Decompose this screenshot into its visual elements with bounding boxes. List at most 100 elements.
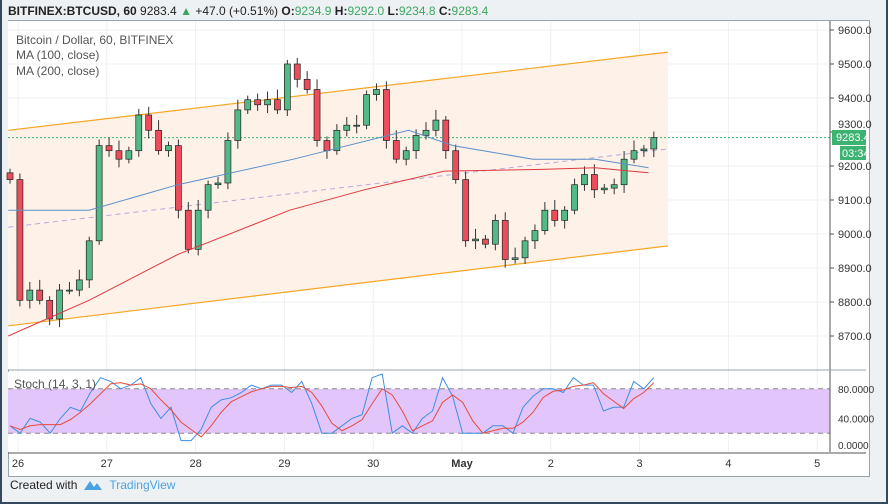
candle-body bbox=[323, 140, 331, 152]
ma200-line bbox=[8, 167, 649, 337]
x-tick-label: 5 bbox=[814, 458, 820, 470]
candle-body bbox=[600, 187, 608, 191]
candle-body bbox=[402, 150, 410, 160]
candle-body bbox=[343, 124, 351, 131]
candle-body bbox=[333, 129, 341, 152]
price-change: +47.0 (+0.51%) bbox=[195, 4, 279, 18]
candle-body bbox=[561, 209, 569, 221]
x-tick-label: May bbox=[451, 458, 473, 470]
stoch-band-fill bbox=[8, 388, 830, 434]
candle-body bbox=[303, 78, 311, 90]
countdown-text: 03:34 bbox=[842, 148, 870, 160]
symbol-name: BITFINEX:BTCUSD, 60 bbox=[8, 4, 137, 18]
ma200-legend[interactable]: MA (200, close) bbox=[16, 64, 99, 78]
candle-body bbox=[363, 94, 370, 126]
candle-body bbox=[26, 289, 34, 301]
x-tick-label: 29 bbox=[278, 458, 290, 470]
channel-lower-line bbox=[8, 245, 669, 327]
candle-body bbox=[283, 63, 291, 111]
tradingview-link[interactable]: TradingView bbox=[109, 478, 176, 492]
candle-body bbox=[501, 220, 509, 260]
candle-body bbox=[135, 114, 143, 152]
candle-body bbox=[392, 140, 400, 160]
candle-body bbox=[264, 99, 271, 106]
ma100-legend[interactable]: MA (100, close) bbox=[16, 48, 99, 62]
candle-body bbox=[620, 158, 628, 186]
up-arrow-icon: ▲ bbox=[180, 4, 192, 18]
candle-body bbox=[214, 182, 222, 186]
last-price-tag bbox=[832, 130, 866, 145]
candle-body bbox=[452, 150, 460, 180]
stoch-legend[interactable]: Stoch (14, 3, 1) bbox=[14, 377, 96, 391]
low-value: 9234.8 bbox=[398, 4, 436, 18]
candle-body bbox=[551, 209, 559, 221]
candle-body bbox=[175, 145, 182, 211]
candle-body bbox=[115, 150, 123, 160]
candle-body bbox=[85, 240, 93, 281]
open-value: 9234.9 bbox=[294, 4, 332, 18]
candle-body bbox=[610, 184, 618, 189]
x-tick-label: 2 bbox=[548, 458, 554, 470]
close-label: C: bbox=[438, 4, 452, 18]
y-tick-label: 9000.0 bbox=[838, 229, 872, 241]
close-value: 9283.4 bbox=[451, 4, 489, 18]
candle-body bbox=[630, 150, 638, 160]
y-tick-label: 9300.0 bbox=[838, 119, 872, 131]
ma100-line bbox=[8, 129, 649, 211]
high-label: H: bbox=[334, 4, 348, 18]
candle-body bbox=[293, 63, 301, 80]
candle-body bbox=[591, 174, 598, 191]
candle-body bbox=[412, 135, 420, 152]
channel-upper-line bbox=[8, 51, 669, 131]
stoch-k-line bbox=[9, 373, 655, 442]
candle-body bbox=[155, 129, 162, 152]
candle-body bbox=[184, 209, 192, 250]
x-tick-label: 28 bbox=[189, 458, 201, 470]
footer: Created with TradingView bbox=[10, 478, 175, 492]
y-tick-label: 8700.0 bbox=[838, 331, 872, 343]
candle-body bbox=[353, 124, 361, 127]
chart-title: Bitcoin / Dollar, 60, BITFINEX bbox=[16, 33, 173, 47]
y-tick-label: 9100.0 bbox=[838, 195, 872, 207]
y-tick-label: 8800.0 bbox=[838, 297, 872, 309]
candle-body bbox=[56, 289, 63, 320]
candle-body bbox=[422, 129, 430, 136]
candle-body bbox=[105, 145, 113, 152]
candle-body bbox=[6, 172, 14, 180]
candle-body bbox=[640, 148, 648, 152]
created-with-label: Created with bbox=[10, 478, 78, 492]
candle-body bbox=[16, 179, 24, 301]
high-value: 9292.0 bbox=[347, 4, 385, 18]
candle-body bbox=[254, 99, 261, 106]
countdown-tag bbox=[840, 146, 866, 160]
candle-body bbox=[165, 145, 172, 152]
candle-body bbox=[581, 174, 588, 186]
tradingview-logo-icon bbox=[84, 481, 103, 490]
x-tick-label: 27 bbox=[101, 458, 113, 470]
candle-body bbox=[313, 89, 321, 141]
candle-body bbox=[224, 140, 232, 184]
stoch-tick-label: 0.0000 bbox=[838, 441, 869, 452]
x-tick-label: 3 bbox=[637, 458, 643, 470]
stoch-tick-label: 80.0000 bbox=[838, 385, 875, 396]
candle-body bbox=[75, 279, 83, 291]
candle-body bbox=[491, 220, 499, 245]
low-label: L: bbox=[387, 4, 399, 18]
stoch-d-line bbox=[9, 382, 655, 438]
candle-body bbox=[274, 99, 281, 111]
y-tick-label: 9500.0 bbox=[838, 59, 872, 71]
x-tick-label: 30 bbox=[367, 458, 379, 470]
last-price: 9283.4 bbox=[140, 4, 177, 18]
channel-mid-line bbox=[8, 148, 669, 228]
stoch-tick-label: 40.0000 bbox=[838, 414, 875, 425]
x-tick-label: 26 bbox=[12, 458, 24, 470]
candle-body bbox=[244, 99, 252, 111]
candle-body bbox=[521, 240, 529, 259]
candle-body bbox=[383, 89, 390, 141]
candle-body bbox=[571, 184, 578, 211]
candle-body bbox=[442, 119, 450, 152]
candle-body bbox=[650, 137, 658, 150]
y-tick-label: 8900.0 bbox=[838, 263, 872, 275]
candle-body bbox=[462, 179, 469, 242]
